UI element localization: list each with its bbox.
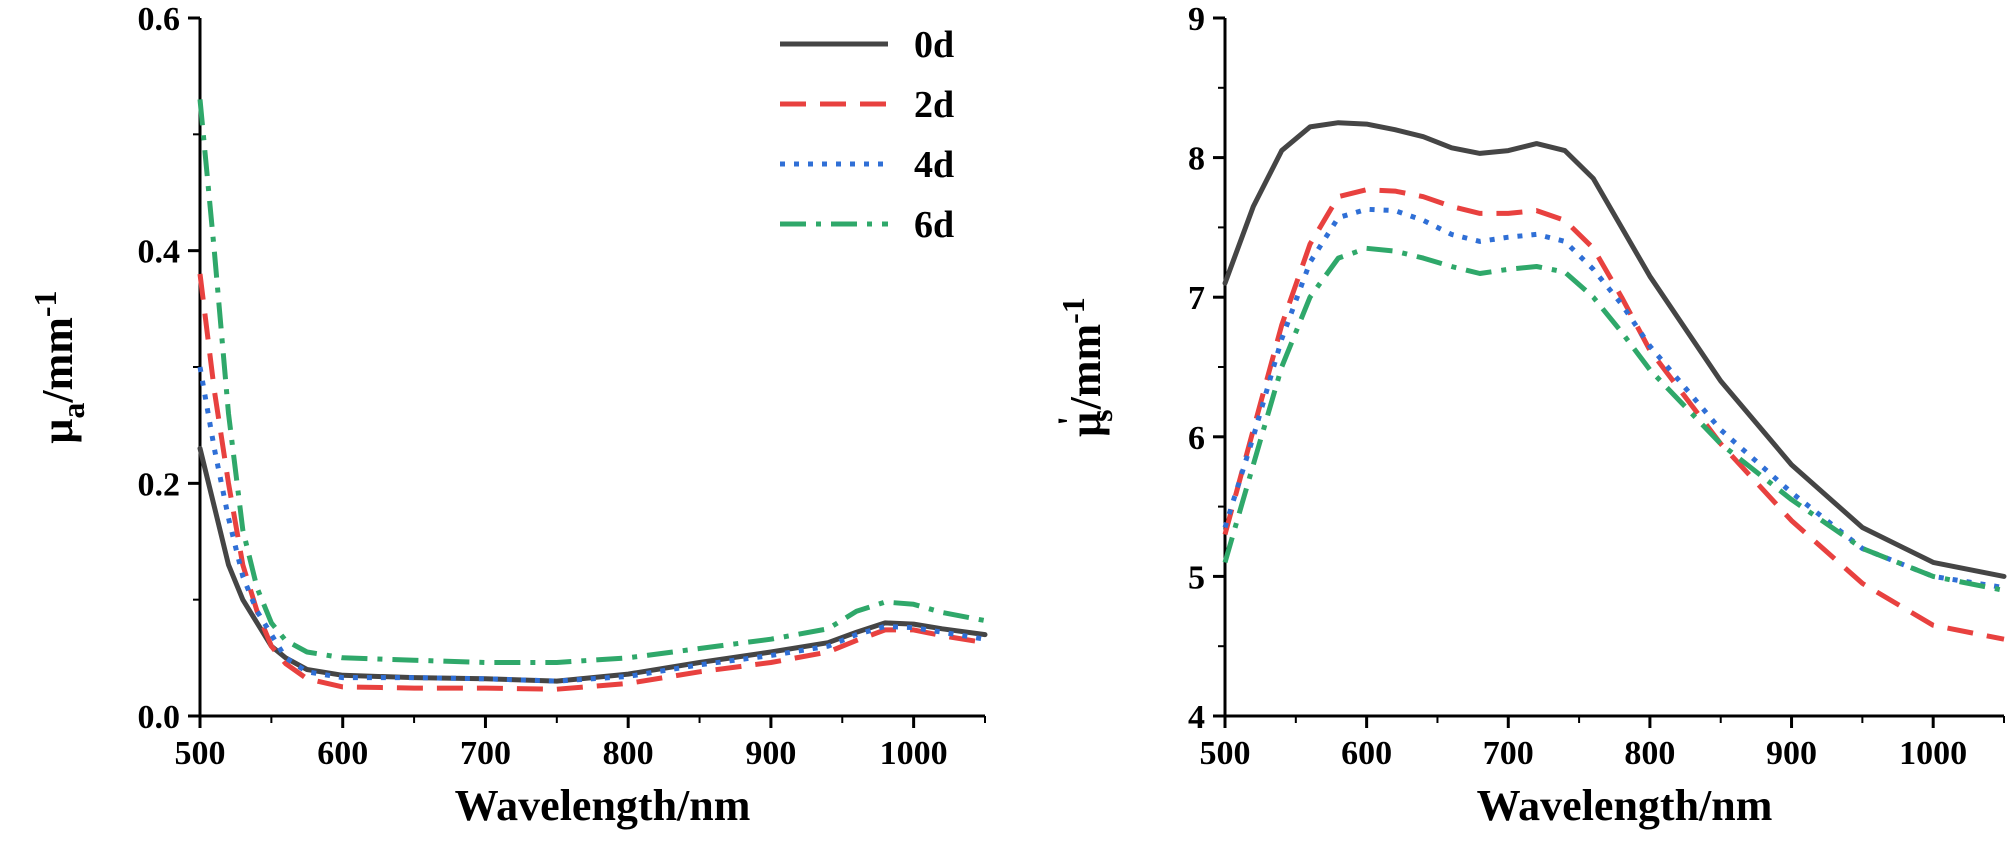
x-tick-label: 500 [175,735,226,772]
legend-label-4d: 4d [914,144,954,186]
x-tick-label: 800 [603,735,654,772]
series-line-4d [197,366,986,684]
x-tick-label: 1000 [880,735,948,772]
y-tick-label: 8 [1188,141,1205,178]
series-line-2d [1222,187,2005,642]
y-tick-label: 6 [1188,420,1205,457]
x-tick-label: 500 [1200,735,1251,772]
x-tick-label: 600 [317,735,368,772]
y-tick-label: 7 [1188,280,1205,317]
series-line-4d [1222,206,2005,591]
y-tick-label: 0.0 [138,699,181,736]
left-panel-absorption: 500 600 700 800 900 1000 0.0 0.2 0.4 0.6 Wavelengt… [27,1,988,830]
legend-label-6d: 6d [914,204,954,246]
series-line-0d [1222,120,2007,579]
x-tick-label: 900 [1766,735,1817,772]
x-tick-label: 900 [745,735,796,772]
y-label-unit: /mm [1061,324,1110,411]
legend-label-0d: 0d [914,24,954,66]
y-label-symbol: μ [33,419,82,444]
series-line-2d [197,273,986,692]
y-label-superscript: -1 [27,290,63,317]
y-label-subscript: s [1083,409,1119,421]
y-axis-label: μ's/mm-1 [1050,297,1119,437]
series-line-0d [197,445,988,684]
y-axis-label: μa/mm-1 [27,290,91,443]
y-label-symbol: μ [1061,412,1110,437]
x-tick-label: 1000 [1899,735,1967,772]
y-tick-label: 9 [1188,1,1205,38]
x-axis-label: Wavelength/nm [455,781,751,830]
x-tick-label: 700 [1483,735,1534,772]
y-label-prime: ' [1050,416,1090,426]
y-label-unit: /mm [33,317,82,404]
legend-label-2d: 2d [914,84,954,126]
x-tick-label: 600 [1341,735,1392,772]
y-tick-label: 5 [1188,559,1205,596]
y-tick-label: 0.6 [138,1,181,38]
y-tick-label: 0.2 [138,466,181,503]
series-line-6d [1222,245,2005,593]
legend: 0d 2d 4d 6d [780,24,954,246]
x-tick-label: 800 [1624,735,1675,772]
y-tick-label: 4 [1188,699,1205,736]
x-tick-label: 700 [460,735,511,772]
y-tick-label: 0.4 [138,234,181,271]
right-panel-scattering: 500 600 700 800 900 1000 4 5 6 7 8 9 Wavelength/nm μ'… [1050,1,2007,830]
series-line-6d [197,99,986,665]
y-label-superscript: -1 [1055,297,1091,324]
x-axis-label: Wavelength/nm [1477,781,1773,830]
y-label-subscript: a [55,403,91,419]
